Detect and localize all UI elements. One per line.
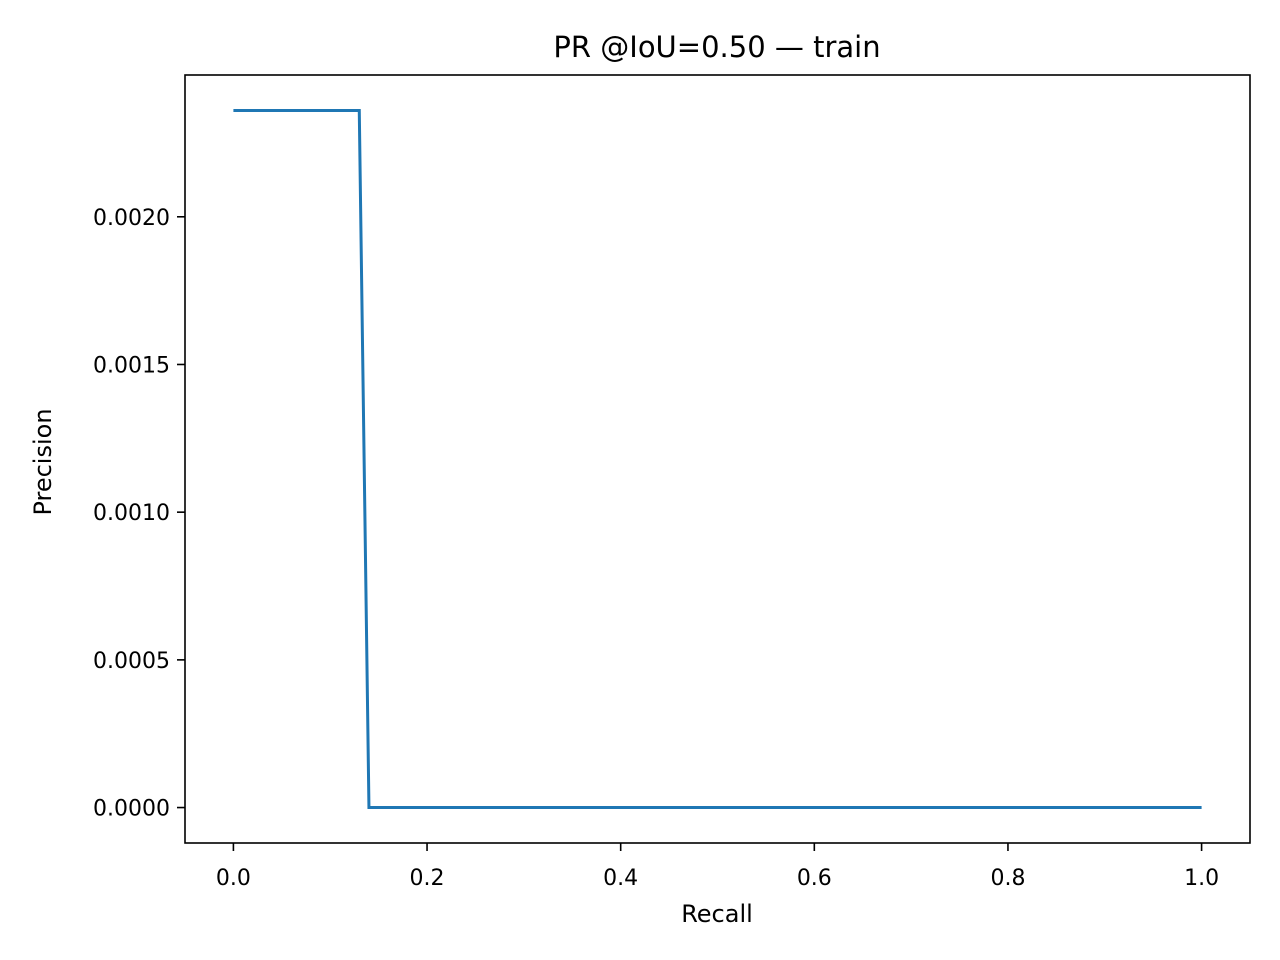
x-tick-label: 0.8 xyxy=(990,866,1025,891)
x-axis-ticks: 0.0 0.2 0.4 0.6 0.8 1.0 xyxy=(216,843,1219,891)
y-tick-label: 0.0010 xyxy=(93,501,170,526)
x-tick-label: 0.6 xyxy=(797,866,832,891)
x-tick-label: 0.0 xyxy=(216,866,251,891)
x-tick-label: 0.2 xyxy=(410,866,445,891)
chart-title: PR @IoU=0.50 — train xyxy=(553,30,880,64)
x-tick-label: 1.0 xyxy=(1184,866,1219,891)
y-axis-label: Precision xyxy=(29,408,57,515)
x-axis-label: Recall xyxy=(681,900,753,928)
pr-curve-line xyxy=(233,108,1202,810)
y-tick-label: 0.0020 xyxy=(93,206,170,231)
y-tick-label: 0.0005 xyxy=(93,649,170,674)
series-layer xyxy=(233,108,1202,810)
plot-area xyxy=(184,74,1251,844)
plot-frame xyxy=(184,74,1251,844)
y-axis-ticks: 0.0000 0.0005 0.0010 0.0015 0.0020 xyxy=(93,206,185,822)
y-tick-label: 0.0015 xyxy=(93,353,170,378)
x-tick-label: 0.4 xyxy=(603,866,638,891)
y-tick-label: 0.0000 xyxy=(93,797,170,822)
